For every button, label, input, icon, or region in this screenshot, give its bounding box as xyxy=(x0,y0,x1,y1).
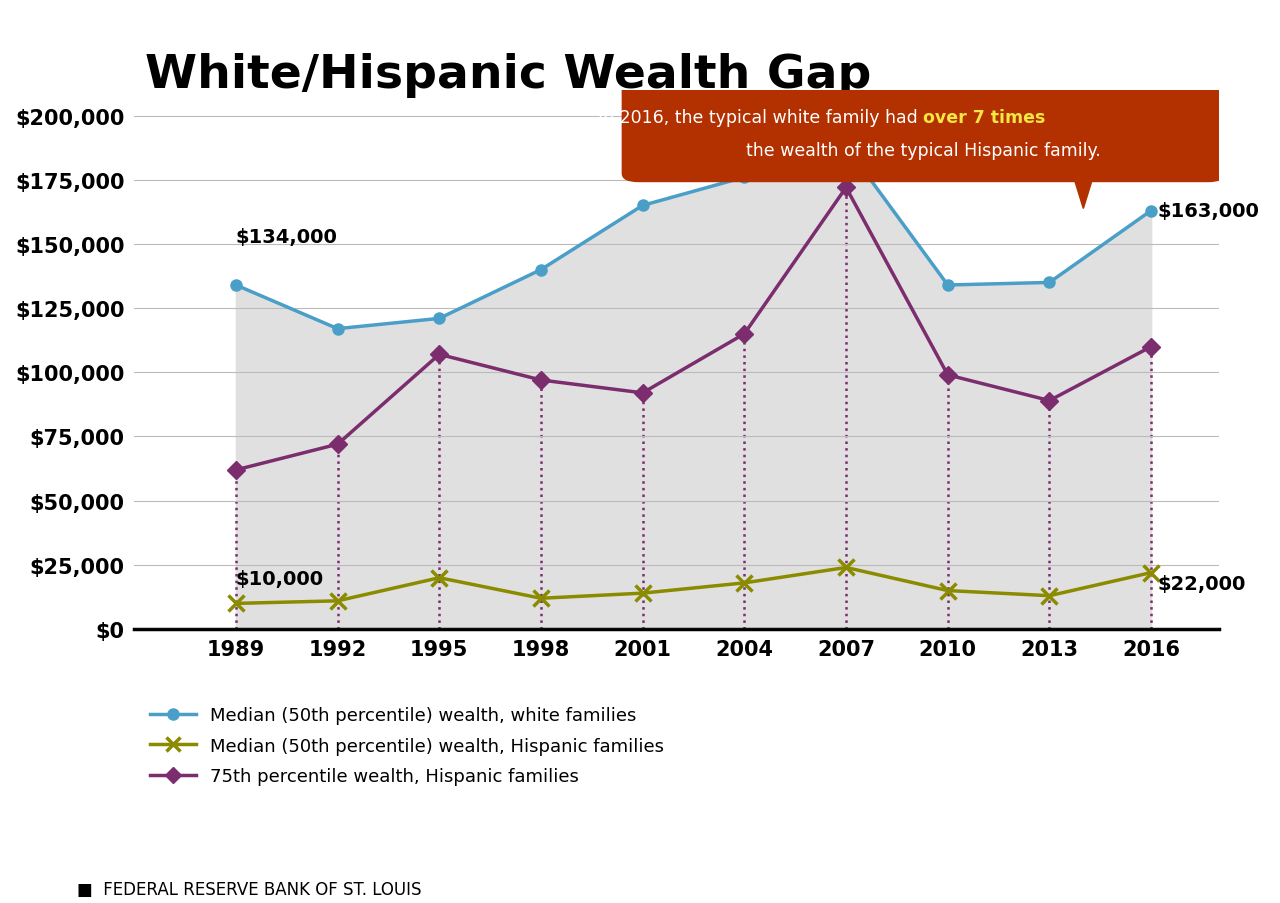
Legend: Median (50th percentile) wealth, white families, Median (50th percentile) wealth: Median (50th percentile) wealth, white f… xyxy=(143,699,671,793)
FancyBboxPatch shape xyxy=(622,83,1225,182)
Text: In 2016, the typical white family had: In 2016, the typical white family had xyxy=(598,108,923,126)
Text: the wealth of the typical Hispanic family.: the wealth of the typical Hispanic famil… xyxy=(746,142,1101,160)
Polygon shape xyxy=(1073,174,1094,209)
Text: ■  FEDERAL RESERVE BANK OF ST. LOUIS: ■ FEDERAL RESERVE BANK OF ST. LOUIS xyxy=(77,880,421,898)
Text: $134,000: $134,000 xyxy=(236,228,338,247)
Text: $163,000: $163,000 xyxy=(1158,201,1260,221)
Text: $22,000: $22,000 xyxy=(1158,574,1247,593)
Text: White/Hispanic Wealth Gap: White/Hispanic Wealth Gap xyxy=(145,53,872,98)
Text: $10,000: $10,000 xyxy=(236,570,324,589)
Text: over 7 times: over 7 times xyxy=(923,108,1046,126)
